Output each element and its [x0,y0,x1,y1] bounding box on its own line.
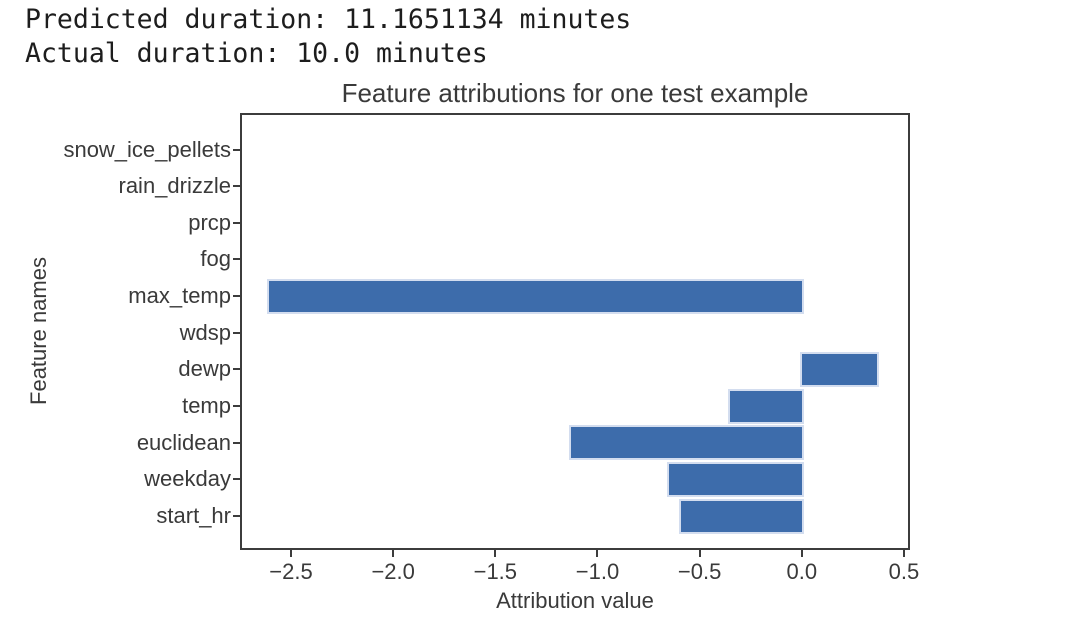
chart-title: Feature attributions for one test exampl… [341,78,809,108]
bar-euclidean [568,425,804,461]
ytick-label-weekday: weekday [144,466,231,492]
xtick-mark [494,550,497,557]
bar-max_temp [266,278,804,314]
ytick-label-dewp: dewp [178,356,231,382]
xtick-label: 0.0 [786,559,818,584]
bar-dewp [799,351,880,387]
ytick-mark [233,515,240,517]
predicted-duration-line: Predicted duration: 11.1651134 minutes [25,4,632,35]
ytick-label-start_hr: start_hr [156,503,231,528]
bar-start_hr [679,498,804,534]
ytick-label-rain_drizzle: rain_drizzle [118,173,232,199]
xtick-label: −2.5 [269,559,313,584]
ytick-label-prcp: prcp [188,209,231,235]
xtick-mark [902,550,905,557]
xtick-label: −1.5 [473,559,518,584]
actual-duration-line: Actual duration: 10.0 minutes [25,38,488,69]
ytick-mark [233,368,240,371]
ytick-label-temp: temp [182,393,231,419]
ytick-label-euclidean: euclidean [136,429,231,455]
ytick-mark [233,331,240,334]
bar-weekday [666,461,804,497]
x-axis-label: Attribution value [496,588,654,613]
stdout-text: Predicted duration: 11.1651134 minutes A… [25,3,631,71]
xtick-label: 0.5 [888,559,920,584]
ytick-mark [233,405,240,408]
ytick-mark [233,185,240,188]
ytick-label-max_temp: max_temp [128,283,231,309]
ytick-mark [233,221,240,224]
xtick-label: −0.5 [677,559,722,584]
ytick-mark [233,258,240,261]
bar-temp [728,388,804,424]
ytick-mark [233,295,240,298]
ytick-mark [233,478,240,481]
xtick-label: −2.0 [371,559,415,584]
ytick-mark [233,148,240,151]
ytick-label-snow_ice_pellets: snow_ice_pellets [63,136,231,162]
xtick-mark [596,550,599,557]
ytick-label-wdsp: wdsp [179,319,231,345]
ytick-mark [233,441,240,444]
xtick-mark [698,550,701,557]
xtick-mark [392,550,395,557]
plot-area [240,113,910,550]
xtick-label: −1.0 [575,559,620,584]
xtick-mark [290,550,293,557]
xtick-mark [800,550,803,557]
ytick-label-fog: fog [200,246,231,272]
